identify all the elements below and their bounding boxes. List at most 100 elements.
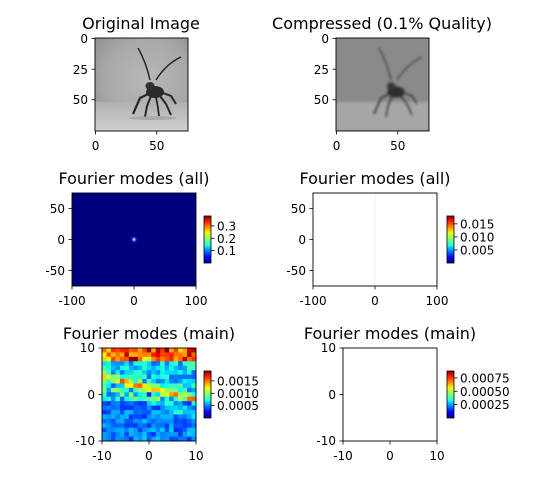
heatmap-cell bbox=[146, 432, 152, 437]
heatmap-cell bbox=[191, 370, 197, 375]
heatmap-cell bbox=[106, 423, 112, 429]
heatmap-cell bbox=[119, 392, 125, 398]
heatmap-cell bbox=[142, 370, 148, 375]
panel-original-image: Original Image 0 25 50 bbox=[73, 14, 200, 153]
y-tick-label: -50 bbox=[45, 264, 65, 278]
y-tick-label: 50 bbox=[291, 202, 306, 216]
heatmap-cell bbox=[151, 370, 157, 375]
heatmap-cell bbox=[124, 348, 130, 353]
heatmap-cell bbox=[164, 410, 170, 415]
x-tick-label: -100 bbox=[58, 294, 85, 308]
heatmap-cell bbox=[115, 405, 121, 411]
heatmap-grid bbox=[102, 348, 197, 442]
heatmap-cell bbox=[187, 356, 192, 362]
heatmap-cell bbox=[128, 436, 134, 442]
heatmap-cell bbox=[128, 379, 134, 384]
heatmap-cell bbox=[110, 432, 116, 437]
heatmap-cell bbox=[102, 405, 107, 411]
heatmap-cell bbox=[102, 410, 107, 415]
heatmap-cell bbox=[106, 401, 112, 406]
y-axis-ticks: 50 0 -50 bbox=[45, 202, 72, 278]
heatmap-cell bbox=[102, 387, 107, 393]
heatmap-cell bbox=[160, 352, 165, 358]
heatmap-cell bbox=[173, 361, 179, 367]
heatmap-cell bbox=[164, 356, 170, 362]
heatmap-cell bbox=[160, 414, 165, 420]
heatmap-cell bbox=[124, 365, 130, 371]
heatmap-cell bbox=[128, 387, 134, 393]
heatmap-cell bbox=[187, 423, 192, 429]
heatmap-cell bbox=[128, 374, 134, 380]
colorbar-tick-label: 0.0015 bbox=[217, 374, 259, 388]
heatmap-cell bbox=[178, 352, 183, 358]
heatmap-cell bbox=[182, 414, 188, 420]
heatmap-cell bbox=[191, 427, 197, 433]
heatmap-cell bbox=[124, 410, 130, 415]
heatmap-cell bbox=[160, 365, 165, 371]
heatmap-cell bbox=[142, 365, 148, 371]
heatmap-cell bbox=[191, 405, 197, 411]
x-tick-label: 0 bbox=[333, 139, 341, 153]
heatmap-cell bbox=[187, 365, 192, 371]
y-tick-label: 0 bbox=[80, 32, 88, 46]
heatmap-cell bbox=[182, 383, 188, 389]
heatmap-cell bbox=[178, 418, 183, 424]
panel-title: Fourier modes (main) bbox=[304, 324, 476, 343]
heatmap-cell bbox=[173, 410, 179, 415]
heatmap-cell bbox=[137, 414, 143, 420]
heatmap-cell bbox=[155, 352, 161, 358]
heatmap-cell bbox=[115, 401, 121, 406]
heatmap-cell bbox=[187, 414, 192, 420]
heatmap-cell bbox=[160, 379, 165, 384]
heatmap-cell bbox=[115, 427, 121, 433]
colorbar-tick-label: 0.010 bbox=[460, 230, 494, 244]
heatmap-cell bbox=[178, 374, 183, 380]
heatmap-cell bbox=[106, 410, 112, 415]
heatmap-cell bbox=[102, 418, 107, 424]
x-tick-label: 0 bbox=[92, 139, 100, 153]
heatmap-cell bbox=[102, 361, 107, 367]
heatmap-cell bbox=[160, 348, 165, 353]
heatmap-cell bbox=[151, 379, 157, 384]
heatmap-cell bbox=[155, 379, 161, 384]
heatmap-cell bbox=[164, 365, 170, 371]
heatmap-cell bbox=[160, 396, 165, 402]
heatmap-cell bbox=[102, 423, 107, 429]
heatmap-cell bbox=[128, 392, 134, 398]
panel-title: Fourier modes (all) bbox=[299, 169, 450, 188]
x-axis-ticks: 0 50 bbox=[333, 131, 405, 153]
heatmap-cell bbox=[128, 370, 134, 375]
heatmap-cell bbox=[155, 432, 161, 437]
heatmap-cell bbox=[133, 414, 139, 420]
colorbar-tick-label: 0.00075 bbox=[460, 371, 510, 385]
heatmap-cell bbox=[110, 436, 116, 442]
heatmap-cell bbox=[191, 387, 197, 393]
heatmap-cell bbox=[119, 356, 125, 362]
heatmap-cell bbox=[160, 436, 165, 442]
heatmap-cell bbox=[119, 405, 125, 411]
heatmap-cell bbox=[187, 396, 192, 402]
heatmap-cell bbox=[124, 427, 130, 433]
heatmap-cell bbox=[151, 401, 157, 406]
heatmap-cell bbox=[133, 379, 139, 384]
heatmap-cell bbox=[164, 405, 170, 411]
heatmap-cell bbox=[169, 432, 174, 437]
heatmap-cell bbox=[142, 436, 148, 442]
heatmap-cell bbox=[151, 414, 157, 420]
heatmap-cell bbox=[106, 414, 112, 420]
heatmap-cell bbox=[110, 418, 116, 424]
heatmap-cell bbox=[124, 396, 130, 402]
heatmap-cell bbox=[160, 418, 165, 424]
heatmap-cell bbox=[137, 405, 143, 411]
colorbar-gradient bbox=[447, 371, 454, 418]
heatmap-cell bbox=[182, 405, 188, 411]
heatmap-cell bbox=[187, 379, 192, 384]
heatmap-cell bbox=[142, 392, 148, 398]
heatmap-cell bbox=[178, 383, 183, 389]
heatmap-cell bbox=[178, 365, 183, 371]
heatmap-cell bbox=[182, 401, 188, 406]
heatmap-cell bbox=[115, 356, 121, 362]
heatmap-cell bbox=[187, 361, 192, 367]
heatmap-cell bbox=[115, 410, 121, 415]
